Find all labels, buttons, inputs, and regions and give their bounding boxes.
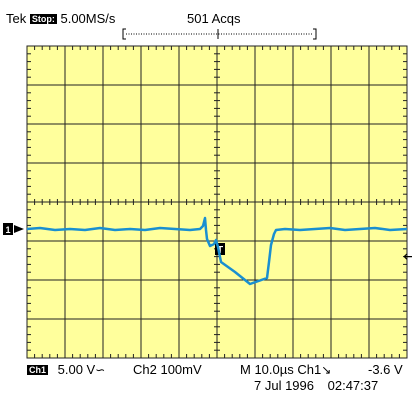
timebase: M 10.0µs Ch1 [240,362,322,377]
graticule [26,45,408,359]
ch1-waveform [26,216,408,286]
record-window-bracket [122,28,317,40]
sample-rate: 5.00MS/s [60,11,116,26]
trigger-slope-icon: ↘ [321,363,332,377]
stop-badge: Stop: [29,14,57,24]
timebase-readout: M 10.0µs Ch1↘ [240,362,331,378]
ch1-scale: 5.00 V [57,362,96,377]
brand-label: Tek [6,11,27,26]
ac-coupling-icon: ∽ [95,363,106,377]
trigger-level-arrow-icon: ← [403,249,412,265]
acquisition-count: 501 Acqs [187,11,241,26]
svg-text:1: 1 [5,225,10,235]
header-brand: Tek Stop: 5.00MS/s [6,11,115,26]
trigger-level: -3.6 V [368,362,403,377]
svg-text:T: T [217,245,223,256]
ch1-ground-marker-icon: 1 [3,223,24,235]
trigger-position-icon: T [215,243,225,256]
ch2-scale: Ch2 100mV [133,362,202,377]
time: 02:47:37 [327,378,379,393]
footer-ch1-status: Ch1 5.00 V∽ [27,362,105,378]
date-time: 7 Jul 1996 02:47:37 [254,378,378,393]
date: 7 Jul 1996 [254,378,314,393]
ch1-badge: Ch1 [27,365,49,375]
